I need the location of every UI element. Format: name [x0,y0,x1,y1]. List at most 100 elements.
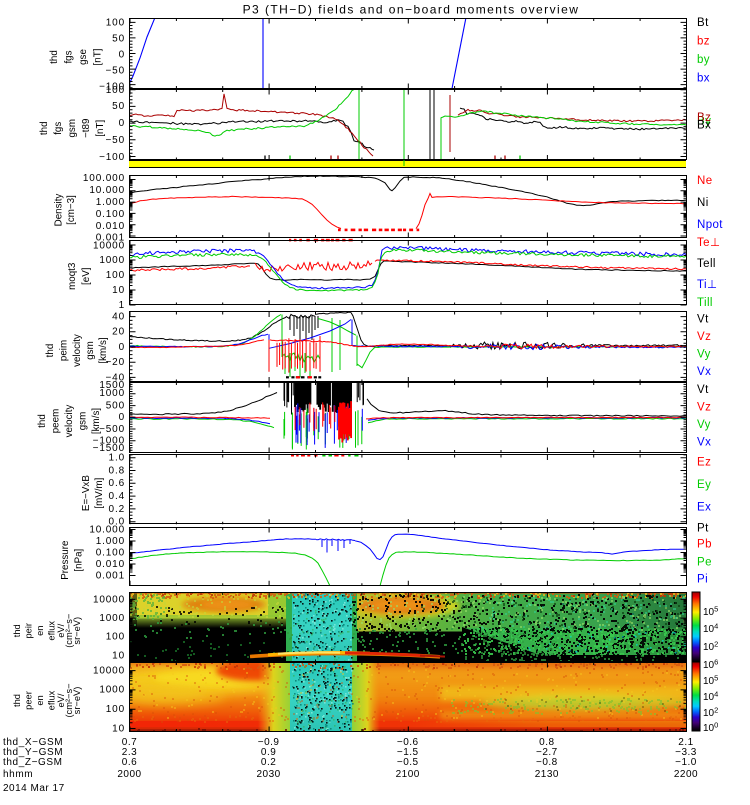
svg-text:Vy: Vy [697,349,711,361]
svg-text:gsm: gsm [67,119,78,138]
svg-text:Till: Till [697,297,713,309]
svg-text:1.000: 1.000 [96,536,125,547]
svg-text:100: 100 [106,632,125,643]
svg-text:100: 100 [106,85,125,96]
svg-text:bx: bx [697,73,710,85]
svg-text:0.0: 0.0 [109,517,125,528]
svg-text:thd: thd [39,121,50,135]
svg-text:−1500: −1500 [93,443,125,454]
svg-text:0.001: 0.001 [96,232,125,243]
svg-text:[nPa]: [nPa] [74,548,85,571]
svg-text:−100: −100 [99,152,125,163]
svg-text:eV/: eV/ [56,693,66,707]
svg-text:0.6: 0.6 [122,757,137,768]
svg-text:Vt: Vt [697,384,709,396]
svg-text:0.7: 0.7 [122,737,137,748]
svg-text:peer: peer [24,691,34,710]
svg-text:thd: thd [12,624,22,637]
svg-text:−0.6: −0.6 [397,737,419,748]
svg-text:40: 40 [112,311,125,322]
svg-text:Ti⊥: Ti⊥ [697,279,717,291]
svg-text:[km/s]: [km/s] [91,408,102,434]
svg-text:[mV/m]: [mV/m] [94,477,105,508]
svg-text:bz: bz [697,36,710,48]
svg-text:0.2: 0.2 [109,504,125,515]
svg-text:0.8: 0.8 [539,737,554,748]
svg-text:Bt: Bt [697,17,709,29]
svg-text:Ex: Ex [697,502,711,514]
svg-text:Te⊥: Te⊥ [697,237,720,249]
svg-text:gse: gse [78,49,89,65]
svg-text:eflux: eflux [47,621,57,641]
svg-text:2.1: 2.1 [678,737,693,748]
svg-text:Vx: Vx [697,366,711,378]
svg-text:−0.9: −0.9 [258,737,280,748]
svg-text:500: 500 [106,400,125,411]
svg-text:sr−eV): sr−eV) [72,687,82,715]
svg-text:en: en [35,695,45,705]
svg-text:(cm²−s−: (cm²−s− [64,614,74,648]
svg-text:[km/s]: [km/s] [98,337,109,363]
svg-text:Vx: Vx [697,437,711,449]
svg-text:fgs: fgs [53,122,64,135]
svg-text:Ne: Ne [697,175,713,187]
svg-text:100: 100 [106,704,125,715]
svg-text:thd: thd [37,414,48,428]
svg-text:eflux: eflux [47,690,57,710]
svg-text:−1.0: −1.0 [675,757,697,768]
svg-text:fgs: fgs [64,50,75,63]
svg-text:0.6: 0.6 [109,478,125,489]
svg-text:−20: −20 [105,357,125,368]
svg-text:−0.5: −0.5 [397,757,419,768]
svg-text:1500: 1500 [99,380,125,391]
svg-text:0.100: 0.100 [96,209,125,220]
svg-text:Npot: Npot [697,219,723,231]
svg-text:By: By [697,116,711,128]
svg-text:0.2: 0.2 [261,757,276,768]
svg-text:hhmm: hhmm [3,769,33,780]
svg-text:0.100: 0.100 [96,547,125,558]
svg-text:0: 0 [119,342,125,353]
svg-text:1000: 1000 [99,685,125,696]
svg-text:peem: peem [51,409,62,434]
svg-text:Pb: Pb [697,539,712,551]
svg-text:velocity: velocity [64,405,75,438]
svg-text:P3 (TH−D) fields and on−board: P3 (TH−D) fields and on−board moments ov… [243,3,580,17]
svg-text:2.3: 2.3 [122,747,137,758]
svg-text:−2.7: −2.7 [536,747,558,758]
svg-text:Tell: Tell [697,258,716,270]
svg-text:50: 50 [112,101,125,112]
svg-text:−t89: −t89 [81,119,92,138]
svg-text:−40: −40 [105,372,125,383]
svg-text:2030: 2030 [257,769,281,780]
svg-text:E=−VxB: E=−VxB [81,475,92,511]
svg-text:thd_Y−GSM: thd_Y−GSM [3,747,63,758]
svg-text:peir: peir [24,623,34,639]
svg-text:0.010: 0.010 [96,559,125,570]
svg-text:0.8: 0.8 [109,465,125,476]
svg-text:20: 20 [112,327,125,338]
svg-text:0.010: 0.010 [96,221,125,232]
svg-text:10000: 10000 [93,594,125,605]
svg-text:gsm: gsm [85,341,96,360]
svg-text:−0.8: −0.8 [536,757,558,768]
svg-text:Vz: Vz [697,402,711,414]
svg-text:0.9: 0.9 [261,747,276,758]
svg-text:2000: 2000 [117,769,141,780]
svg-text:0: 0 [119,49,125,60]
svg-text:[nT]: [nT] [95,120,106,137]
svg-text:Pt: Pt [697,523,709,535]
svg-text:Pressure: Pressure [60,540,71,580]
svg-text:2200: 2200 [674,769,698,780]
svg-text:−1.5: −1.5 [397,747,419,758]
svg-text:10: 10 [112,650,125,661]
svg-text:10: 10 [112,723,125,734]
svg-text:eV/: eV/ [56,623,66,637]
svg-text:10.000: 10.000 [89,524,125,535]
svg-text:thd: thd [45,344,56,358]
svg-text:[nT]: [nT] [93,48,104,65]
svg-text:1000: 1000 [99,388,125,399]
svg-text:10000: 10000 [93,665,125,676]
svg-text:Ni: Ni [697,197,709,209]
svg-text:0.4: 0.4 [109,491,125,502]
